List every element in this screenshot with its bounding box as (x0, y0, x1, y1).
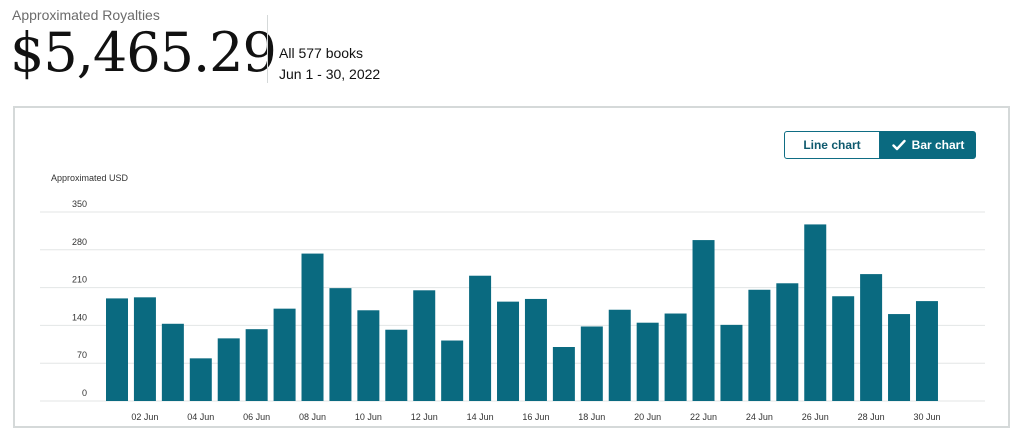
header-label: Approximated Royalties (12, 7, 160, 23)
x-tick-label: 18 Jun (578, 412, 605, 422)
checkmark-icon (891, 139, 906, 151)
chart-bars (106, 224, 938, 401)
y-tick-label: 140 (72, 312, 87, 322)
chart-type-toggle: Line chart Bar chart (784, 131, 976, 159)
bar-30-jun[interactable] (915, 301, 938, 401)
bar-20-jun[interactable] (636, 322, 659, 401)
bar-25-jun[interactable] (776, 283, 799, 401)
bar-09-jun[interactable] (329, 288, 352, 401)
x-tick-label: 26 Jun (802, 412, 829, 422)
bar-15-jun[interactable] (497, 301, 520, 401)
bar-24-jun[interactable] (748, 289, 771, 401)
bar-14-jun[interactable] (469, 275, 492, 401)
x-tick-label: 14 Jun (467, 412, 494, 422)
y-tick-label: 280 (72, 237, 87, 247)
x-tick-label: 20 Jun (634, 412, 661, 422)
bar-28-jun[interactable] (860, 274, 883, 401)
bar-16-jun[interactable] (524, 298, 547, 401)
bar-29-jun[interactable] (888, 314, 911, 401)
bar-08-jun[interactable] (301, 253, 324, 401)
header-divider (267, 15, 268, 83)
x-tick-label: 22 Jun (690, 412, 717, 422)
x-axis-ticks: 02 Jun 04 Jun 06 Jun 08 Jun 10 Jun 12 Jun 14 J… (131, 412, 940, 422)
bar-12-jun[interactable] (413, 290, 436, 401)
bar-26-jun[interactable] (804, 224, 827, 401)
bar-27-jun[interactable] (832, 296, 855, 401)
bar-04-jun[interactable] (189, 358, 212, 401)
x-tick-label: 08 Jun (299, 412, 326, 422)
bar-19-jun[interactable] (608, 309, 631, 401)
royalties-amount: $5,465.29 (10, 21, 277, 84)
bar-21-jun[interactable] (664, 313, 687, 401)
x-tick-label: 24 Jun (746, 412, 773, 422)
y-tick-label: 210 (72, 275, 87, 285)
bar-11-jun[interactable] (385, 329, 408, 401)
x-tick-label: 04 Jun (187, 412, 214, 422)
x-tick-label: 16 Jun (522, 412, 549, 422)
bar-10-jun[interactable] (357, 310, 380, 401)
bar-18-jun[interactable] (580, 326, 603, 401)
date-range: Jun 1 - 30, 2022 (279, 66, 381, 82)
x-tick-label: 30 Jun (913, 412, 940, 422)
bar-22-jun[interactable] (692, 240, 715, 401)
line-chart-button[interactable]: Line chart (784, 131, 880, 159)
bar-13-jun[interactable] (441, 340, 464, 401)
y-tick-label: 0 (82, 388, 87, 398)
bar-06-jun[interactable] (245, 329, 268, 401)
y-axis-label: Approximated USD (51, 173, 129, 183)
bar-17-jun[interactable] (552, 347, 575, 401)
bar-02-jun[interactable] (133, 297, 156, 401)
bar-01-jun[interactable] (106, 298, 128, 401)
bar-chart-label: Bar chart (911, 138, 965, 152)
bar-23-jun[interactable] (720, 324, 743, 401)
books-scope: All 577 books (279, 45, 364, 61)
x-tick-label: 06 Jun (243, 412, 270, 422)
x-tick-label: 10 Jun (355, 412, 382, 422)
y-tick-label: 70 (77, 350, 87, 360)
bar-07-jun[interactable] (273, 308, 296, 401)
line-chart-label: Line chart (803, 138, 861, 152)
y-tick-label: 350 (72, 199, 87, 209)
x-tick-label: 28 Jun (858, 412, 885, 422)
bar-03-jun[interactable] (161, 323, 184, 401)
x-tick-label: 02 Jun (131, 412, 158, 422)
x-tick-label: 12 Jun (411, 412, 438, 422)
bar-05-jun[interactable] (217, 338, 240, 401)
bar-chart-button[interactable]: Bar chart (880, 131, 976, 159)
